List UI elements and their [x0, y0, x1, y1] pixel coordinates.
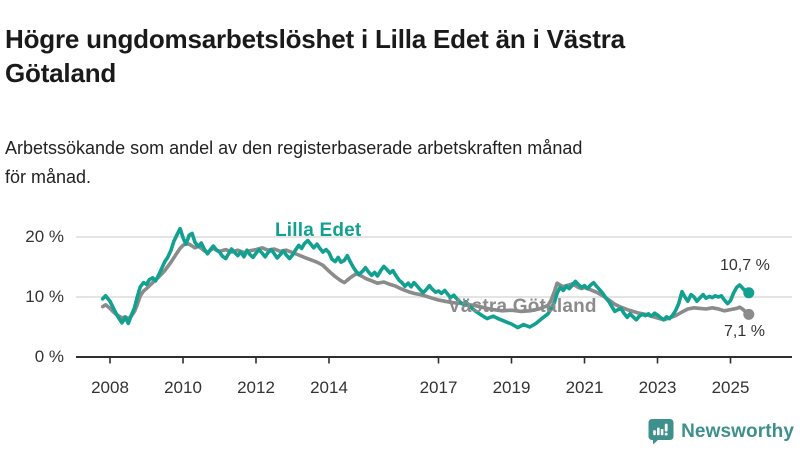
end-dot-v-stra-g-taland [743, 308, 755, 320]
newsworthy-logo-icon [648, 419, 674, 445]
chart-subtitle: Arbetssökande som andel av den registerb… [5, 138, 583, 187]
end-dot-lilla-edet [743, 287, 755, 299]
line-lilla-edet [100, 226, 751, 330]
line-v-stra-g-taland [100, 241, 751, 322]
page-title: Högre ungdomsarbetslöshet i Lilla Edet ä… [5, 24, 625, 89]
newsworthy-brand-link[interactable]: Newsworthy [648, 418, 794, 445]
brand-name: Newsworthy [681, 420, 794, 442]
